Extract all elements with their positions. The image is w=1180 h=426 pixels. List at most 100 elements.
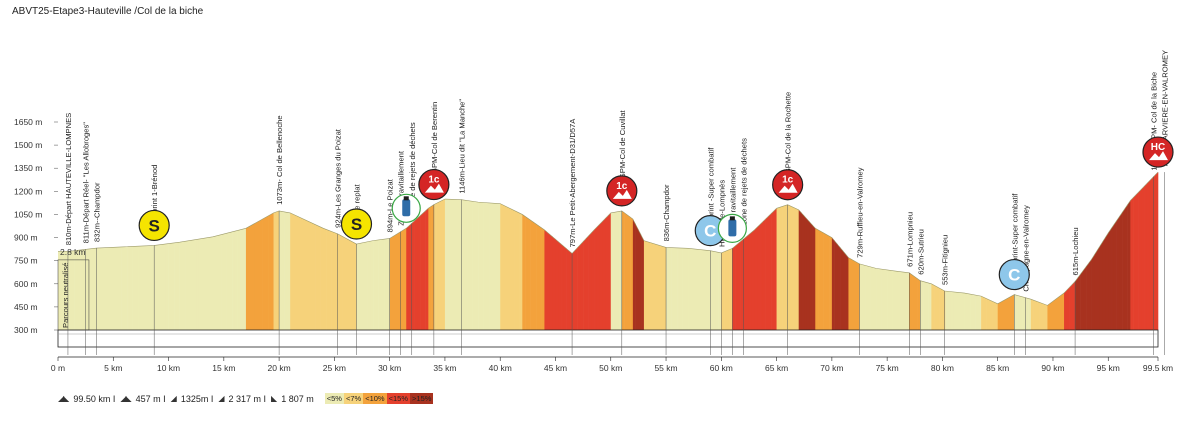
profile-segment bbox=[1144, 183, 1148, 330]
profile-segment bbox=[657, 244, 661, 330]
profile-segment bbox=[928, 283, 932, 330]
profile-segment bbox=[1113, 220, 1117, 330]
x-tick-label: 25 km bbox=[323, 363, 346, 373]
profile-segment bbox=[486, 202, 490, 330]
profile-segment bbox=[1149, 177, 1153, 330]
profile-segment bbox=[1119, 212, 1123, 330]
profile-segment bbox=[1146, 180, 1151, 330]
profile-segment bbox=[856, 262, 860, 330]
profile-segment bbox=[425, 208, 429, 330]
profile-segment bbox=[806, 219, 811, 330]
base-strip bbox=[57, 329, 1159, 348]
profile-segment bbox=[970, 294, 974, 330]
profile-segment bbox=[815, 228, 819, 330]
profile-segment bbox=[295, 215, 299, 330]
y-tick-label: 750 m bbox=[14, 256, 38, 266]
sprint-icon bbox=[340, 208, 373, 240]
profile-segment bbox=[475, 201, 479, 330]
profile-segment bbox=[751, 229, 755, 330]
waypoint-label: 620m-Sutrieu bbox=[916, 229, 925, 275]
profile-segment bbox=[1124, 204, 1128, 330]
bottle-icon bbox=[402, 199, 411, 217]
combativity-label: C bbox=[1008, 266, 1020, 285]
profile-segment bbox=[898, 271, 902, 330]
profile-segment bbox=[58, 251, 62, 330]
x-tick-label: 10 km bbox=[157, 363, 180, 373]
profile-segment bbox=[591, 229, 595, 330]
profile-segment bbox=[140, 245, 144, 330]
profile-segment bbox=[187, 240, 191, 330]
x-tick-label: 99.5 km bbox=[1143, 363, 1173, 373]
profile-segment bbox=[912, 274, 916, 330]
profile-segment bbox=[74, 250, 78, 330]
profile-segment bbox=[287, 212, 291, 330]
x-tick-label: 30 km bbox=[378, 363, 401, 373]
profile-segment bbox=[569, 251, 573, 330]
profile-segment bbox=[878, 268, 882, 330]
profile-segment bbox=[997, 302, 1001, 330]
profile-segment bbox=[381, 239, 385, 330]
waypoint-label: 811m-Départ Réel- "Les Allobroges" bbox=[82, 122, 91, 244]
profile-segment bbox=[804, 215, 808, 330]
waypoint-label: 553m-Fitignieu bbox=[941, 235, 950, 285]
profile-segment bbox=[397, 231, 402, 330]
profile-segment bbox=[367, 241, 371, 330]
profile-segment bbox=[544, 229, 548, 330]
profile-outline bbox=[57, 171, 1159, 306]
profile-segment bbox=[63, 251, 67, 330]
profile-segment bbox=[248, 225, 252, 330]
x-tick-label: 45 km bbox=[544, 363, 567, 373]
profile-segment bbox=[931, 283, 935, 330]
bottle-icon bbox=[728, 219, 737, 237]
profile-segment bbox=[433, 203, 437, 330]
profile-segment bbox=[129, 246, 133, 330]
profile-segment bbox=[439, 200, 443, 330]
profile-segment bbox=[500, 203, 504, 330]
profile-segment bbox=[251, 223, 255, 330]
profile-segment bbox=[411, 220, 415, 330]
profile-segment bbox=[406, 225, 410, 330]
profile-segment bbox=[309, 221, 313, 330]
profile-segment bbox=[373, 240, 377, 330]
profile-segment bbox=[721, 251, 725, 330]
climb-category-label: 1c bbox=[428, 175, 440, 186]
profile-segment bbox=[491, 203, 495, 330]
profile-segment bbox=[409, 223, 413, 330]
profile-segment bbox=[198, 238, 203, 330]
profile-segment bbox=[1011, 294, 1015, 330]
waypoint-label: 1146m-Lieu dit "La Manche" bbox=[458, 99, 467, 194]
profile-segment bbox=[1014, 294, 1018, 330]
profile-segment bbox=[1008, 296, 1012, 330]
profile-segment bbox=[975, 295, 979, 330]
profile-segment bbox=[956, 292, 960, 330]
profile-segment bbox=[555, 239, 559, 330]
profile-segment bbox=[1064, 290, 1068, 330]
profile-segment bbox=[873, 267, 877, 330]
profile-segment bbox=[1111, 224, 1115, 330]
profile-segment bbox=[942, 289, 946, 330]
profile-segment bbox=[881, 269, 885, 330]
profile-segment bbox=[469, 200, 473, 330]
y-tick-label: 600 m bbox=[14, 279, 38, 289]
profile-segment bbox=[635, 224, 639, 330]
profile-segment bbox=[1075, 277, 1079, 330]
profile-segment bbox=[809, 222, 813, 330]
profile-segment bbox=[740, 239, 744, 330]
waypoint-label: Arrivée ARVIERE-EN-VALROMEY bbox=[1161, 50, 1170, 166]
waypoint-label: 849m-Sprint 1-Brénod bbox=[150, 165, 159, 240]
x-tick-label: 55 km bbox=[654, 363, 677, 373]
profile-segment bbox=[359, 242, 363, 330]
profile-segment bbox=[364, 241, 368, 330]
profile-segment bbox=[641, 235, 645, 330]
waypoint-label: 615m-Lochieu bbox=[1071, 227, 1080, 275]
profile-segment bbox=[116, 247, 120, 330]
waypoint-label: 671m-Lompnieu bbox=[905, 212, 914, 267]
profile-segment bbox=[107, 247, 111, 330]
mountain-icon bbox=[778, 183, 798, 193]
profile-segment bbox=[1108, 228, 1112, 330]
profile-segment bbox=[458, 199, 462, 330]
chart-title: ABVT25-Etape3-Hauteville /Col de la bich… bbox=[12, 6, 204, 17]
profile-segment bbox=[234, 230, 238, 330]
profile-segment bbox=[262, 217, 266, 330]
profile-segment bbox=[356, 243, 360, 330]
